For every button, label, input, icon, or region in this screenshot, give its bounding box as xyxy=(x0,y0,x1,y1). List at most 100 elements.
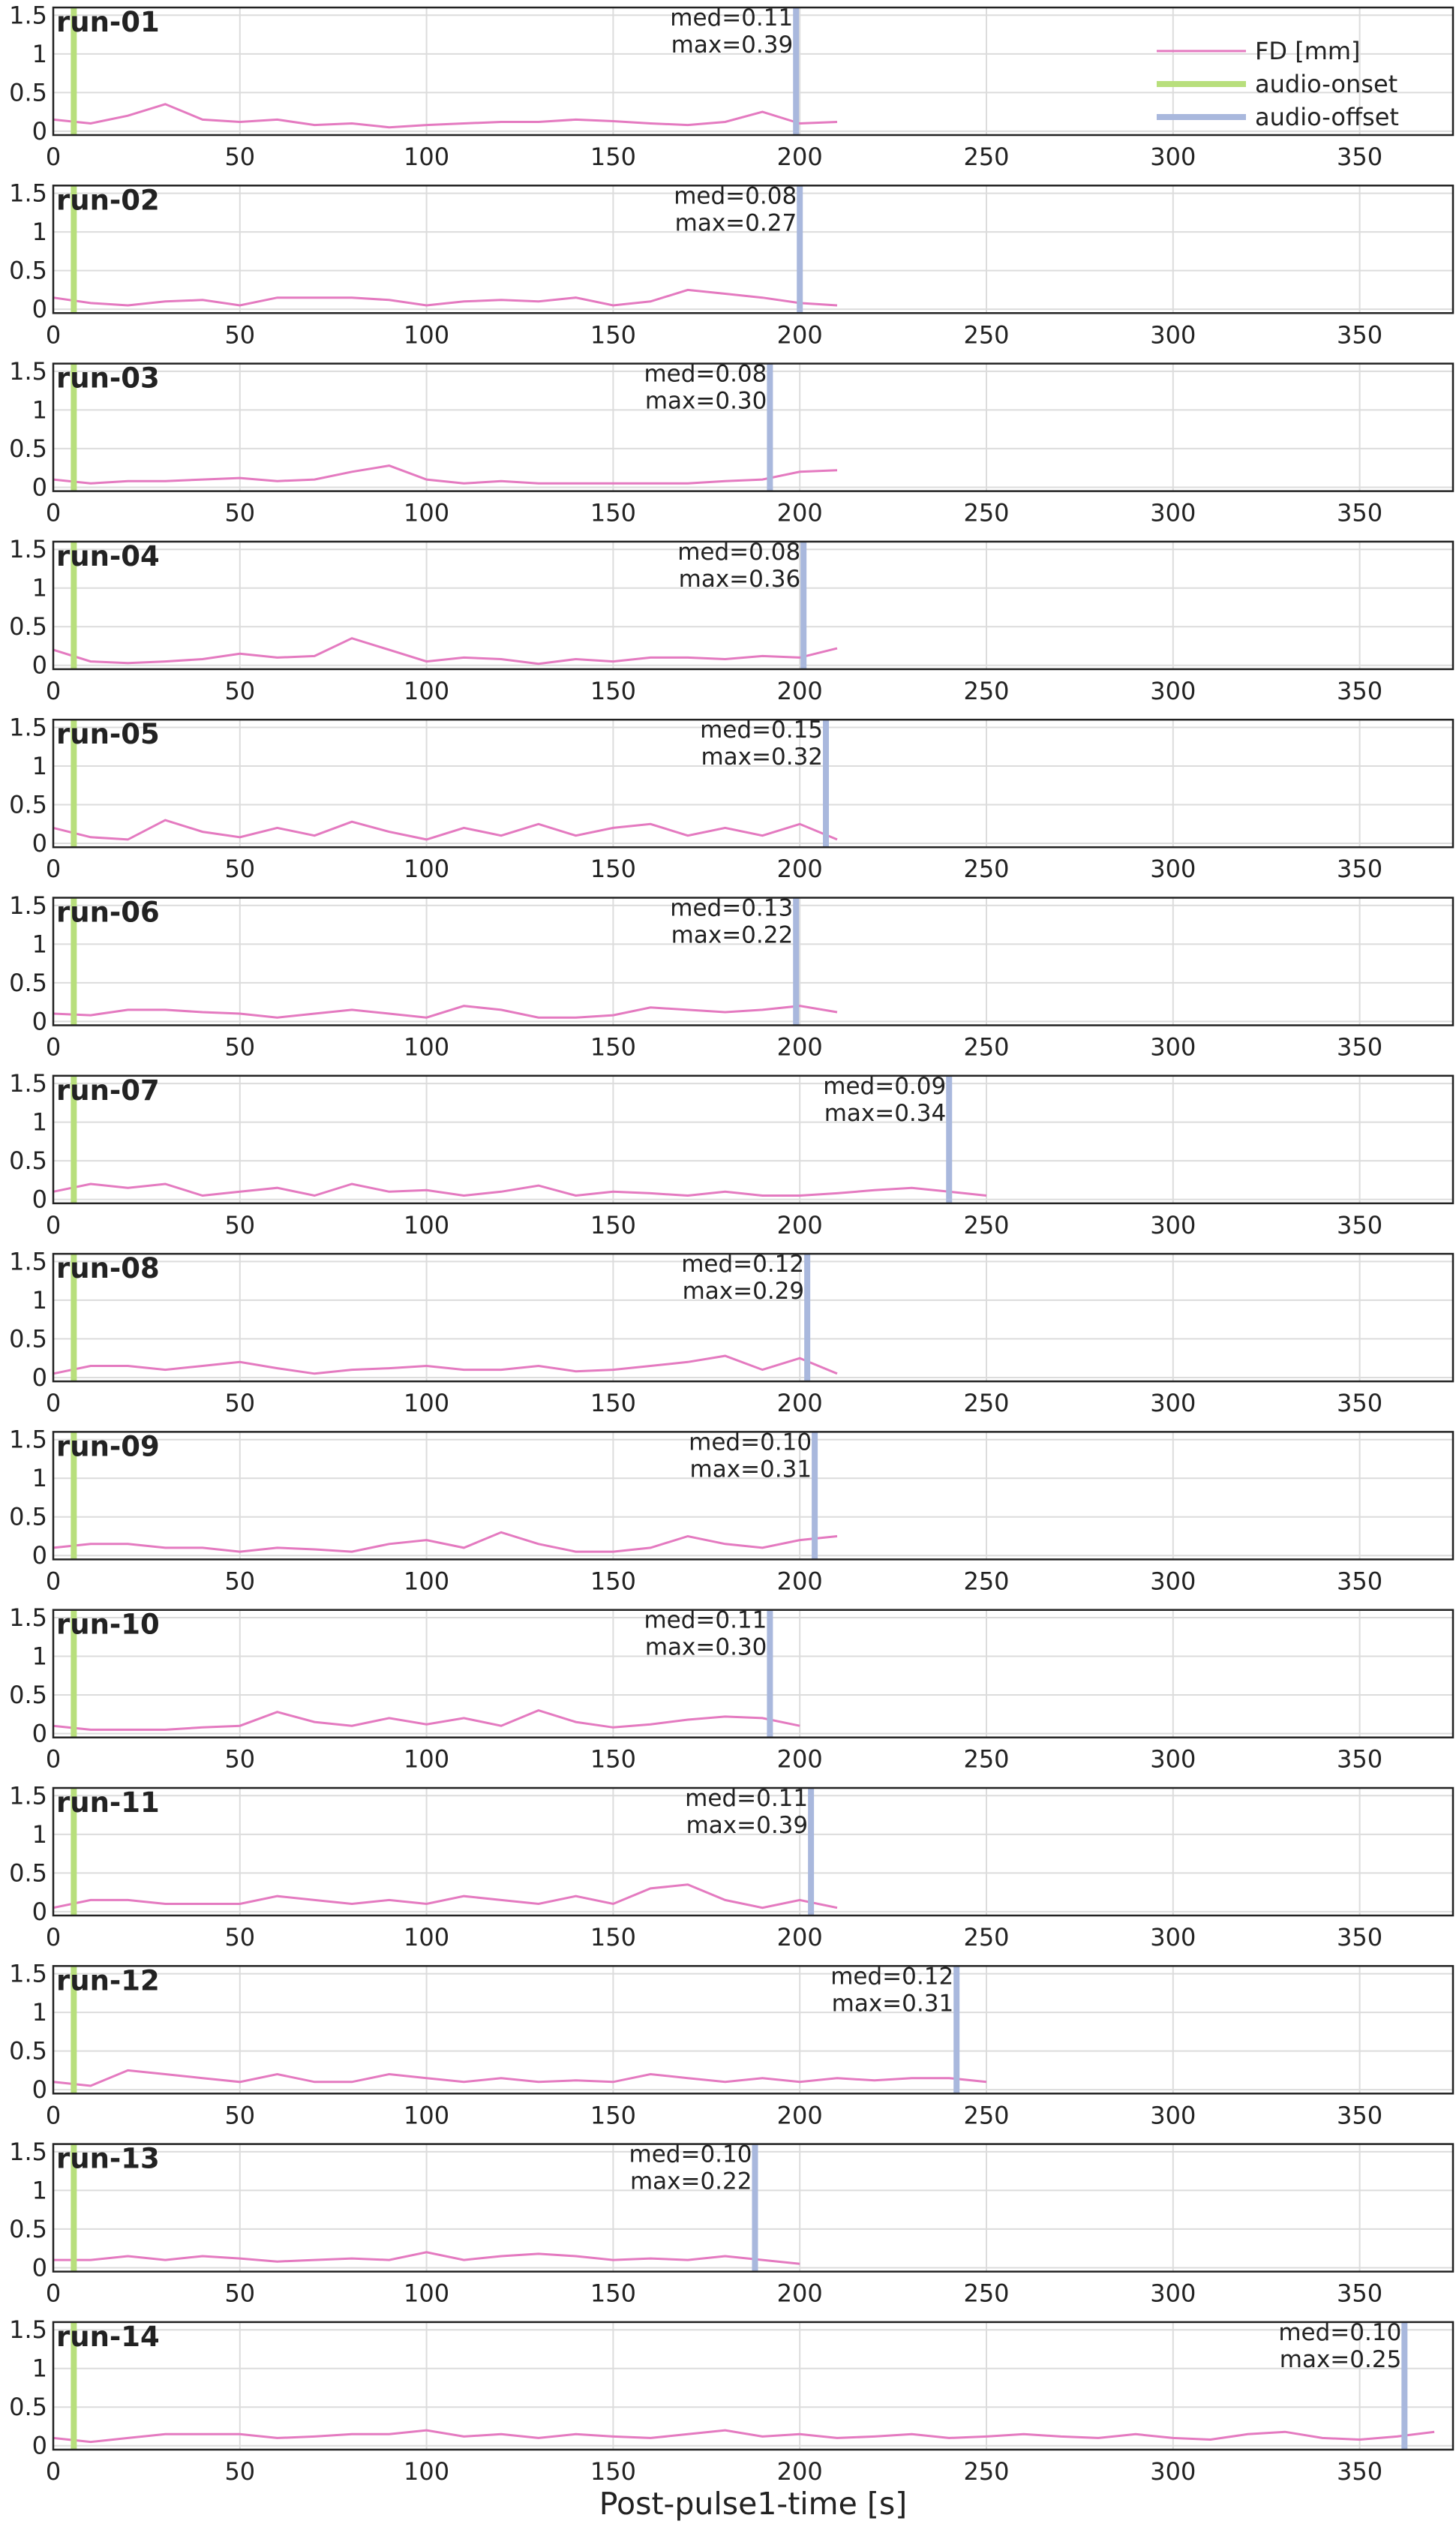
x-tick-label: 250 xyxy=(963,1033,1009,1062)
x-tick-label: 100 xyxy=(404,1211,449,1239)
x-tick-label: 50 xyxy=(224,677,255,705)
x-tick-label: 150 xyxy=(590,2101,636,2129)
annotation: med=0.08 xyxy=(644,361,767,388)
x-tick-label: 350 xyxy=(1337,2279,1382,2308)
x-tick-label: 150 xyxy=(590,320,636,349)
y-tick-label: 0 xyxy=(32,2432,47,2460)
legend-label: audio-onset xyxy=(1255,70,1397,98)
y-tick-label: 1 xyxy=(32,2354,47,2383)
y-tick-label: 1 xyxy=(32,930,47,958)
fd-line xyxy=(53,1354,838,1375)
axes-frame xyxy=(52,540,1454,671)
y-tick-label: 1 xyxy=(32,1642,47,1671)
axes-frame xyxy=(52,1074,1454,1205)
x-tick-label: 150 xyxy=(590,143,636,171)
annotation: max=0.27 xyxy=(675,209,797,236)
x-tick-label: 200 xyxy=(777,677,823,705)
y-tick-label: 0.5 xyxy=(9,434,47,463)
annotation: max=0.34 xyxy=(824,1100,947,1127)
fd-line xyxy=(53,1005,838,1019)
y-tick-label: 0 xyxy=(32,295,47,323)
y-tick-label: 1.5 xyxy=(9,2315,47,2344)
x-tick-label: 250 xyxy=(963,1745,1009,1774)
y-tick-label: 0.5 xyxy=(9,2393,47,2421)
fd-line xyxy=(53,2251,800,2265)
y-tick-label: 1 xyxy=(32,1108,47,1137)
x-tick-label: 250 xyxy=(963,143,1009,171)
y-tick-label: 1.5 xyxy=(9,1247,47,1276)
x-tick-label: 50 xyxy=(224,143,255,171)
x-tick-label: 200 xyxy=(777,2279,823,2308)
x-tick-label: 0 xyxy=(46,1389,61,1417)
x-tick-label: 0 xyxy=(46,2279,61,2308)
y-tick-label: 0.5 xyxy=(9,791,47,819)
x-tick-label: 50 xyxy=(224,1567,255,1595)
y-tick-label: 1 xyxy=(32,574,47,602)
x-tick-label: 0 xyxy=(46,499,61,527)
x-tick-label: 350 xyxy=(1337,1389,1382,1417)
y-tick-label: 0.5 xyxy=(9,1681,47,1709)
panel-title: run-06 xyxy=(56,897,160,929)
x-tick-label: 350 xyxy=(1337,1567,1382,1595)
x-tick-label: 150 xyxy=(590,2457,636,2486)
y-tick-label: 1 xyxy=(32,1820,47,1849)
y-tick-label: 1 xyxy=(32,2176,47,2204)
fd-line xyxy=(53,464,838,485)
x-tick-label: 150 xyxy=(590,1033,636,1062)
panel-title: run-08 xyxy=(56,1252,160,1285)
annotation: med=0.13 xyxy=(670,895,793,922)
x-tick-label: 100 xyxy=(404,1389,449,1417)
x-tick-label: 100 xyxy=(404,1745,449,1774)
axes-frame xyxy=(52,2321,1454,2451)
x-tick-label: 50 xyxy=(224,499,255,527)
annotation: max=0.31 xyxy=(690,1456,812,1483)
fd-line xyxy=(53,103,838,129)
x-tick-label: 350 xyxy=(1337,2101,1382,2129)
annotation: med=0.09 xyxy=(823,1073,946,1100)
x-tick-label: 100 xyxy=(404,855,449,883)
y-tick-label: 0 xyxy=(32,2075,47,2104)
annotation: max=0.22 xyxy=(671,922,794,949)
fd-line xyxy=(53,2069,987,2087)
x-tick-label: 0 xyxy=(46,1211,61,1239)
x-tick-label: 150 xyxy=(590,1389,636,1417)
annotation: med=0.08 xyxy=(677,539,800,566)
axes-frame xyxy=(52,2143,1454,2273)
axes-frame xyxy=(52,1609,1454,1738)
annotation: med=0.10 xyxy=(1278,2319,1401,2346)
x-tick-label: 200 xyxy=(777,499,823,527)
fd-line xyxy=(53,1531,838,1553)
y-tick-label: 0.5 xyxy=(9,1858,47,1887)
x-tick-label: 100 xyxy=(404,1033,449,1062)
y-tick-label: 0 xyxy=(32,1007,47,1035)
y-tick-label: 1.5 xyxy=(9,2138,47,2166)
y-tick-label: 0.5 xyxy=(9,2037,47,2066)
x-tick-label: 50 xyxy=(224,2101,255,2129)
y-tick-label: 0 xyxy=(32,473,47,501)
x-tick-label: 350 xyxy=(1337,320,1382,349)
x-tick-label: 300 xyxy=(1150,1923,1196,1952)
x-tick-label: 250 xyxy=(963,1389,1009,1417)
y-tick-label: 1.5 xyxy=(9,891,47,920)
annotation: max=0.25 xyxy=(1280,2346,1402,2373)
x-tick-label: 50 xyxy=(224,855,255,883)
y-tick-label: 1 xyxy=(32,1998,47,2027)
y-tick-label: 0 xyxy=(32,1185,47,1214)
annotation: max=0.29 xyxy=(683,1278,805,1305)
x-tick-label: 350 xyxy=(1337,1033,1382,1062)
y-tick-label: 0 xyxy=(32,1720,47,1748)
y-tick-label: 1 xyxy=(32,395,47,424)
axes-frame xyxy=(52,718,1454,849)
fd-line xyxy=(53,1182,987,1197)
x-tick-label: 250 xyxy=(963,677,1009,705)
y-tick-label: 0 xyxy=(32,1897,47,1926)
x-tick-label: 350 xyxy=(1337,499,1382,527)
x-tick-label: 100 xyxy=(404,2279,449,2308)
x-tick-label: 350 xyxy=(1337,1923,1382,1952)
y-tick-label: 0 xyxy=(32,1541,47,1570)
y-tick-label: 0.5 xyxy=(9,78,47,107)
annotation: med=0.10 xyxy=(689,1429,812,1456)
x-tick-label: 350 xyxy=(1337,143,1382,171)
y-tick-label: 1.5 xyxy=(9,535,47,563)
